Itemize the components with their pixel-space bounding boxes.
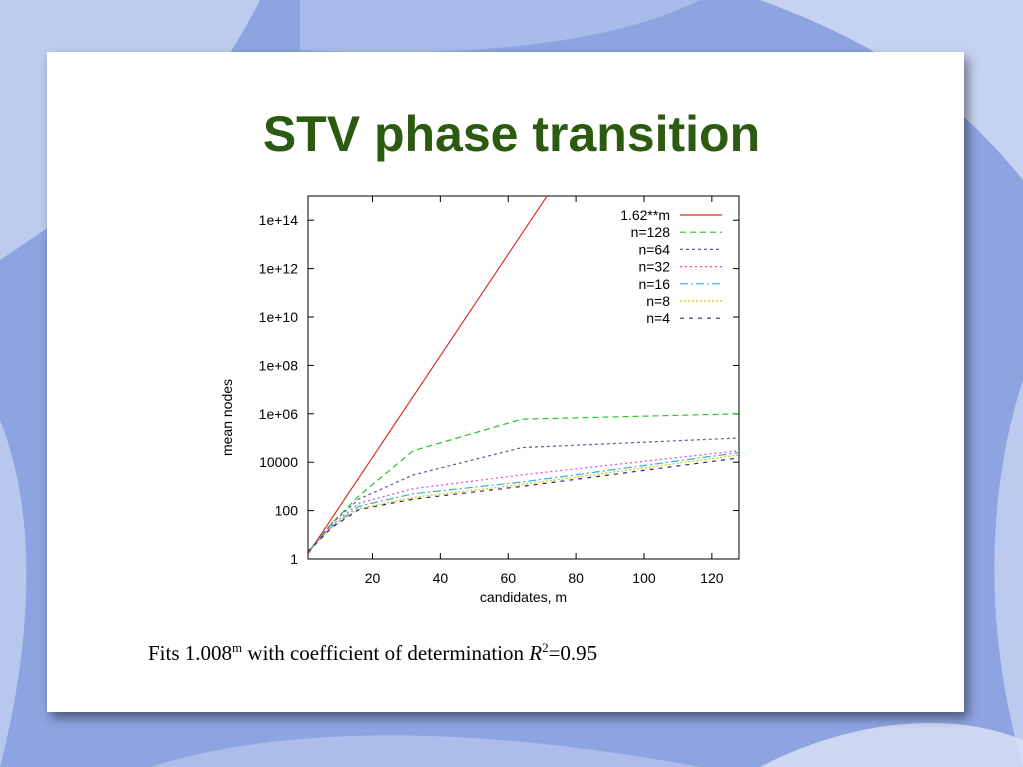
- series-line-3: [308, 450, 739, 553]
- caption-prefix: Fits 1.008: [148, 641, 233, 665]
- x-tick-label: 60: [500, 570, 516, 586]
- legend-label: n=8: [646, 293, 670, 309]
- chart-panel: 20 40 60 80 100 120 1 100 10000 1e+06 1e+08 1e+10 1e…: [196, 170, 802, 613]
- caption-middle: with coefficient of determination: [242, 641, 530, 665]
- y-tick-label: 1e+12: [259, 261, 299, 277]
- y-tick-label: 1e+08: [259, 357, 299, 373]
- y-tick-label: 1e+06: [259, 406, 299, 422]
- series-line-2: [308, 437, 739, 553]
- legend-label: n=4: [646, 310, 670, 326]
- x-tick-label: 40: [433, 570, 449, 586]
- y-tick-label: 100: [275, 503, 299, 519]
- plot-frame: [307, 195, 740, 560]
- caption-suffix: =0.95: [548, 641, 598, 665]
- x-tick-label: 20: [365, 570, 381, 586]
- caption: Fits 1.008m with coefficient of determin…: [148, 640, 597, 666]
- slide-title: STV phase transition: [262, 106, 761, 162]
- series-line-1: [308, 413, 739, 553]
- legend-label: n=32: [638, 259, 670, 275]
- caption-sup-m: m: [232, 640, 243, 655]
- y-tick-label: 1e+10: [259, 309, 299, 325]
- axes: [307, 195, 740, 560]
- chart: 20 40 60 80 100 120 1 100 10000 1e+06 1e+08 1e+10 1e…: [219, 195, 740, 605]
- series-line-0: [308, 196, 548, 555]
- legend-label: n=64: [638, 241, 670, 257]
- y-axis-title: mean nodes: [219, 379, 235, 456]
- series-line-6: [308, 457, 739, 553]
- x-tick-label: 120: [700, 570, 724, 586]
- legend-label: 1.62**m: [620, 207, 670, 223]
- x-tick-label: 80: [568, 570, 584, 586]
- plot-area: [308, 196, 739, 555]
- series-line-4: [308, 452, 739, 553]
- legend-label: n=128: [631, 224, 671, 240]
- y-tick-label: 1e+14: [259, 212, 299, 228]
- y-tick-label: 1: [290, 551, 298, 567]
- legend-label: n=16: [638, 276, 670, 292]
- caption-var: R: [529, 641, 543, 665]
- x-axis-title: candidates, m: [480, 589, 567, 605]
- ticks: 20 40 60 80 100 120 1 100 10000 1e+06 1e+08 1e+10 1e…: [259, 196, 739, 586]
- x-tick-label: 100: [632, 570, 656, 586]
- caption-sup-2: 2: [542, 640, 549, 655]
- y-tick-label: 10000: [259, 454, 298, 470]
